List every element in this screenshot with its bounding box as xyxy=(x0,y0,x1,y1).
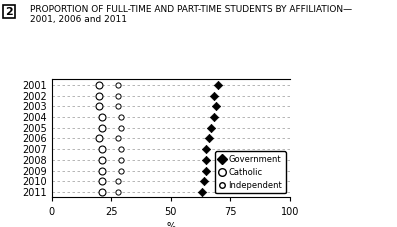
Legend: Government, Catholic, Independent: Government, Catholic, Independent xyxy=(215,151,286,193)
Point xyxy=(115,137,121,140)
Point xyxy=(198,190,205,194)
Point xyxy=(213,104,219,108)
Point xyxy=(98,169,105,173)
X-axis label: %: % xyxy=(166,222,175,227)
Point xyxy=(201,180,207,183)
Point xyxy=(118,158,124,162)
Point xyxy=(203,169,210,173)
Point xyxy=(208,126,214,130)
Point xyxy=(96,94,102,97)
Point xyxy=(98,180,105,183)
Point xyxy=(206,137,212,140)
Point xyxy=(98,190,105,194)
Text: PROPORTION OF FULL-TIME AND PART-TIME STUDENTS BY AFFILIATION—
2001, 2006 and 20: PROPORTION OF FULL-TIME AND PART-TIME ST… xyxy=(30,5,352,24)
Point xyxy=(98,126,105,130)
Point xyxy=(118,126,124,130)
Point xyxy=(96,137,102,140)
Point xyxy=(96,104,102,108)
Point xyxy=(210,115,217,119)
Point xyxy=(118,169,124,173)
Point xyxy=(115,190,121,194)
Point xyxy=(203,147,210,151)
Point xyxy=(115,94,121,97)
Point xyxy=(115,83,121,87)
Point xyxy=(203,158,210,162)
Point xyxy=(115,104,121,108)
Point xyxy=(96,83,102,87)
Point xyxy=(118,147,124,151)
Point xyxy=(98,115,105,119)
Point xyxy=(210,94,217,97)
Point xyxy=(98,147,105,151)
Point xyxy=(215,83,222,87)
Point xyxy=(98,158,105,162)
Text: 2: 2 xyxy=(5,7,13,17)
Point xyxy=(118,115,124,119)
Point xyxy=(115,180,121,183)
